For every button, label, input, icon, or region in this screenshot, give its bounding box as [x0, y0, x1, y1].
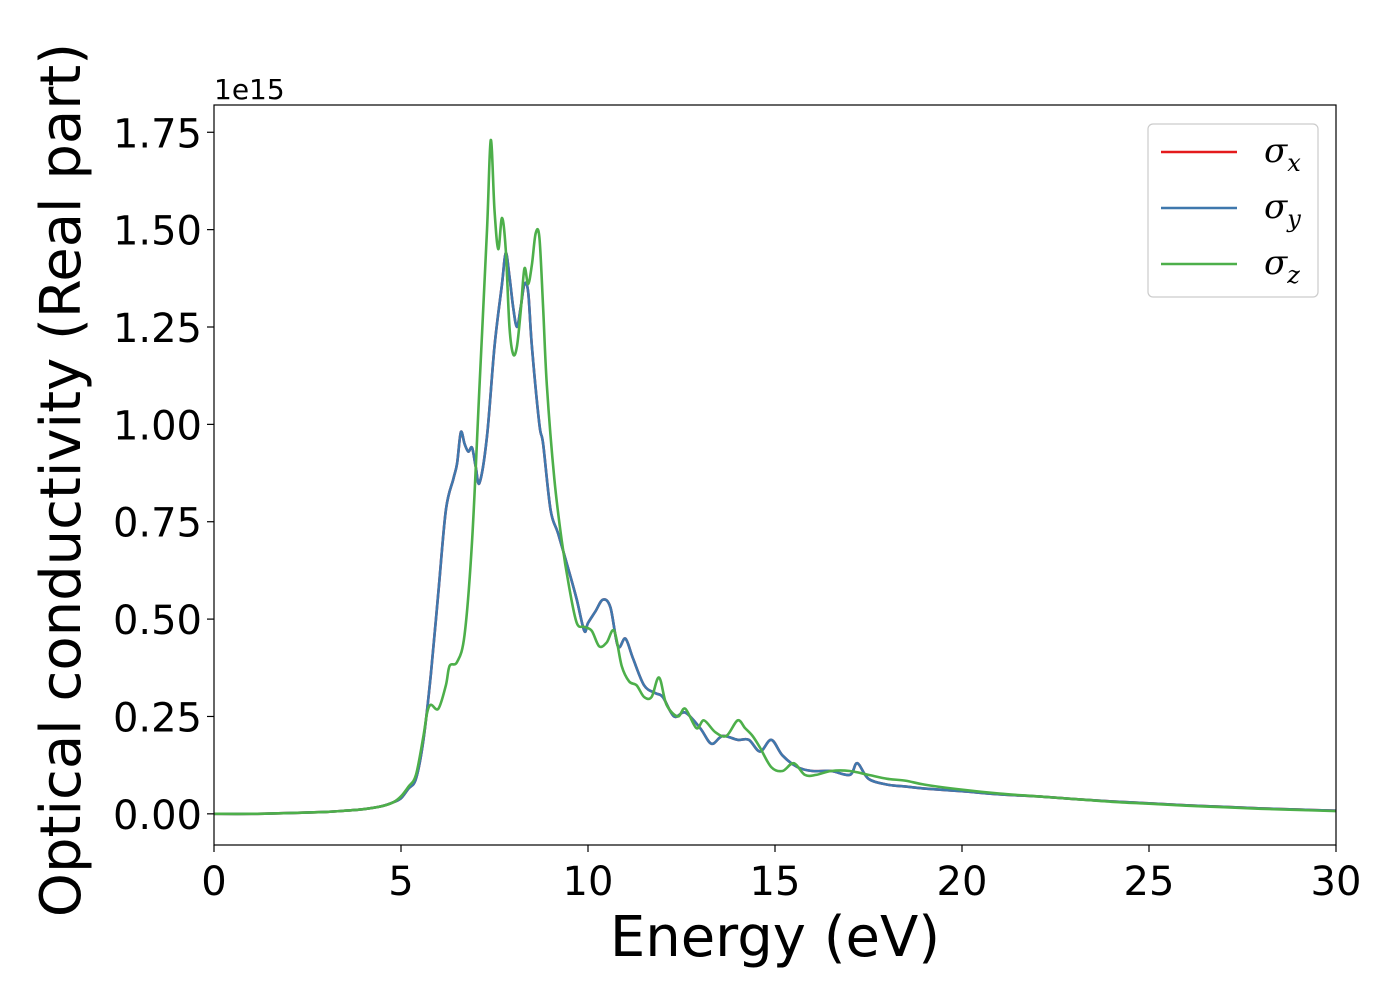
y-tick-label: 1.75 [113, 111, 202, 157]
x-axis: 0 5 10 15 20 25 30 [201, 845, 1361, 905]
y-tick-label: 1.25 [113, 306, 202, 352]
legend-label-z: σz [1264, 243, 1300, 289]
y-tick-label: 0.00 [113, 793, 202, 839]
x-tick-label: 10 [563, 859, 614, 905]
x-tick-label: 15 [750, 859, 801, 905]
y-tick-label: 0.75 [113, 501, 202, 547]
y-offset-text: 1e15 [214, 73, 285, 106]
legend-box [1147, 123, 1319, 298]
y-tick-label: 1.50 [113, 209, 202, 255]
series-line-y [214, 251, 1336, 816]
y-tick-label: 1.00 [113, 403, 202, 449]
x-tick-label: 0 [201, 859, 226, 905]
series-layer [214, 138, 1336, 816]
y-tick-label: 0.25 [113, 695, 202, 741]
legend-label-y: σy [1264, 187, 1301, 233]
x-tick-label: 30 [1311, 859, 1362, 905]
series-line-z [214, 138, 1336, 816]
x-axis-title: Energy (eV) [610, 905, 940, 970]
x-tick-label: 25 [1124, 859, 1175, 905]
legend: σx σy σz [1147, 123, 1319, 298]
legend-label-x: σx [1264, 131, 1301, 177]
x-tick-label: 5 [388, 859, 413, 905]
y-tick-label: 0.50 [113, 598, 202, 644]
y-axis: 0.00 0.25 0.50 0.75 1.00 1.25 1.50 1.75 [113, 111, 214, 839]
x-tick-label: 20 [937, 859, 988, 905]
y-axis-title: Optical conductivity (Real part) [29, 43, 94, 917]
